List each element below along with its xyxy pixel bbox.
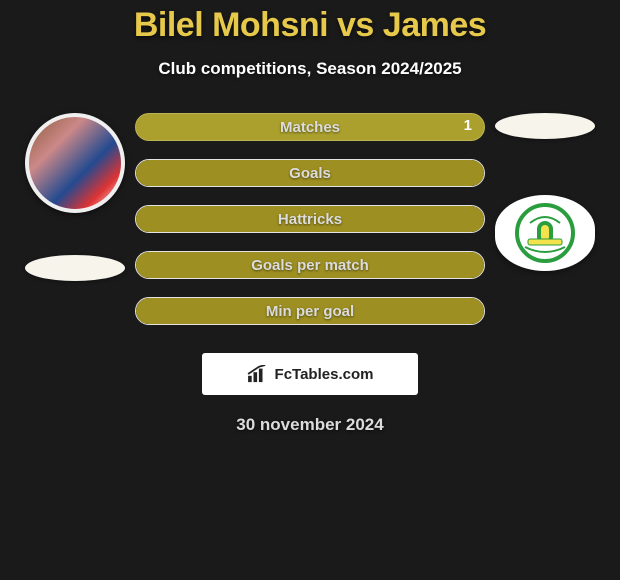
player-left-column bbox=[15, 113, 135, 281]
player-avatar-left bbox=[25, 113, 125, 213]
bar-goals-per-match: Goals per match bbox=[135, 251, 485, 279]
bar-min-per-goal: Min per goal bbox=[135, 297, 485, 325]
brand-box: FcTables.com bbox=[202, 353, 418, 395]
page-subtitle: Club competitions, Season 2024/2025 bbox=[0, 59, 620, 79]
bars-column: Matches 1 Goals Hattricks Goals per matc… bbox=[135, 113, 485, 325]
bar-left-fill bbox=[136, 206, 484, 232]
infographic-container: Bilel Mohsni vs James Club competitions,… bbox=[0, 0, 620, 435]
bar-label: Matches bbox=[136, 119, 484, 136]
brand-text: FcTables.com bbox=[275, 366, 374, 383]
date-text: 30 november 2024 bbox=[0, 415, 620, 435]
club-crest-icon bbox=[510, 203, 580, 263]
flag-oval-left bbox=[25, 255, 125, 281]
bar-value-right: 1 bbox=[464, 117, 472, 134]
comparison-row: Matches 1 Goals Hattricks Goals per matc… bbox=[0, 113, 620, 325]
club-badge-right bbox=[495, 195, 595, 271]
player-right-column bbox=[485, 113, 605, 271]
bar-left-fill bbox=[136, 298, 484, 324]
brand-chart-icon bbox=[247, 365, 269, 383]
flag-oval-right bbox=[495, 113, 595, 139]
page-title: Bilel Mohsni vs James bbox=[0, 6, 620, 45]
bar-goals: Goals bbox=[135, 159, 485, 187]
bar-matches: Matches 1 bbox=[135, 113, 485, 141]
bar-left-fill bbox=[136, 252, 484, 278]
bar-hattricks: Hattricks bbox=[135, 205, 485, 233]
bar-left-fill bbox=[136, 160, 484, 186]
